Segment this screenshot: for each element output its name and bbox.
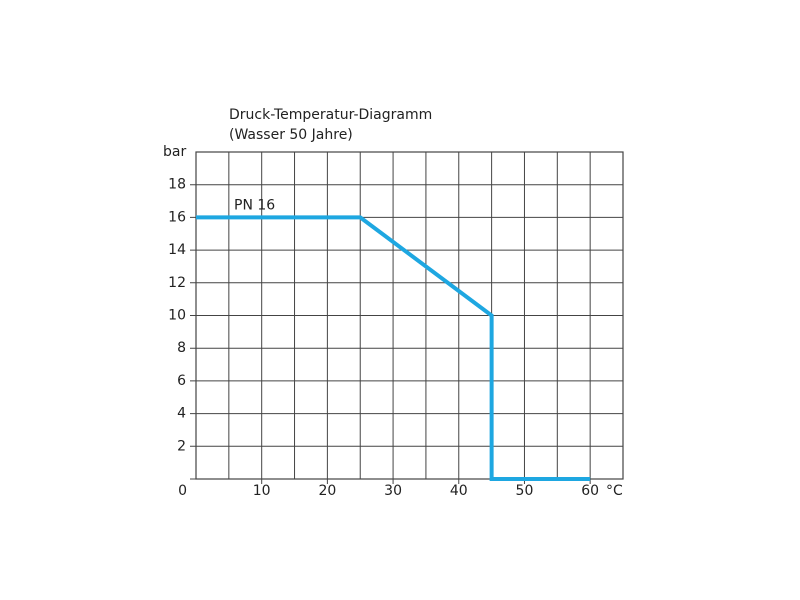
y-tick-label: 10 xyxy=(168,308,186,324)
chart-title: Druck-Temperatur-Diagramm xyxy=(229,107,432,123)
y-tick-label: 4 xyxy=(177,406,186,422)
y-tick-label: 2 xyxy=(177,438,186,454)
x-tick-label: 40 xyxy=(450,483,468,499)
y-tick-label: 12 xyxy=(168,275,186,291)
x-tick-label: 20 xyxy=(318,483,336,499)
data-line xyxy=(196,215,591,481)
y-tick-label: 16 xyxy=(168,209,186,225)
y-tick-label: 14 xyxy=(168,242,186,258)
y-tick-label: 6 xyxy=(177,373,186,389)
x-tick-label: 50 xyxy=(516,483,534,499)
x-tick-label: 60 xyxy=(581,483,599,499)
y-axis-label: bar xyxy=(163,144,186,160)
x-tick-label: 10 xyxy=(253,483,271,499)
y-tick-label: 8 xyxy=(177,340,186,356)
y-tick-label: 18 xyxy=(168,177,186,193)
series-label: PN 16 xyxy=(234,197,275,213)
y-tick-label: 0 xyxy=(178,483,187,499)
x-tick-label: 30 xyxy=(384,483,402,499)
x-axis-label: °C xyxy=(606,483,623,499)
chart-subtitle: (Wasser 50 Jahre) xyxy=(229,127,353,143)
